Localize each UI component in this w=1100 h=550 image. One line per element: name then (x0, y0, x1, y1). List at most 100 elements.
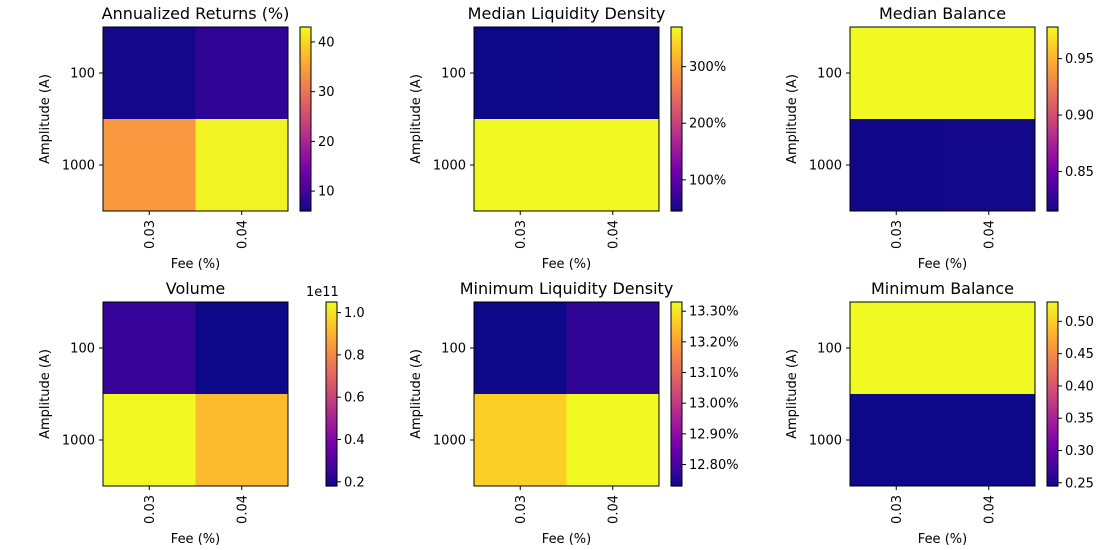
heatmap-cell (942, 302, 1036, 395)
colorbar-gradient-band (300, 29, 311, 33)
colorbar-gradient-band (300, 91, 311, 95)
colorbar-gradient-band (671, 306, 682, 310)
plot-frame (473, 301, 660, 487)
colorbar-gradient-band (671, 410, 682, 413)
y-axis-label: Amplitude (A) (38, 349, 53, 439)
colorbar-gradient-band (1047, 47, 1058, 51)
colorbar-gradient-band (671, 199, 682, 203)
y-tick-label: 1000 (809, 159, 842, 174)
x-axis-label: Fee (%) (171, 257, 220, 272)
colorbar-gradient-band (326, 449, 337, 453)
colorbar-gradient-band (671, 479, 682, 482)
colorbar-frame (670, 26, 683, 212)
colorbar-gradient-band (300, 155, 311, 159)
colorbar-gradient-band (300, 98, 311, 102)
colorbar-gradient-band (326, 368, 337, 372)
colorbar-gradient-band (326, 357, 337, 361)
colorbar-gradient-band (671, 467, 682, 471)
colorbar-gradient-band (671, 313, 682, 317)
colorbar-gradient-band (671, 421, 682, 425)
colorbar-gradient-band (1047, 417, 1058, 420)
colorbar-gradient-band (300, 197, 311, 201)
colorbar-gradient-band (1047, 128, 1058, 132)
colorbar: 0.85 0.90 0.95 (1046, 26, 1094, 212)
colorbar-gradient-band (1047, 33, 1058, 37)
colorbar-gradient-band (671, 428, 682, 432)
colorbar-gradient-band (671, 100, 682, 104)
colorbar-gradient-band (300, 146, 311, 150)
colorbar-gradient-band (1047, 410, 1058, 413)
colorbar-gradient-band (326, 306, 337, 310)
colorbar-gradient-band (671, 73, 682, 76)
colorbar-gradient-band (300, 171, 311, 175)
colorbar-gradient-band (671, 446, 682, 450)
colorbar-gradient-band (671, 380, 682, 384)
colorbar-gradient-band (300, 194, 311, 198)
colorbar: 0.25 0.30 0.35 0.40 0.45 0.50 (1046, 301, 1094, 491)
colorbar-gradient-band (1047, 162, 1058, 166)
colorbar-gradient-band (671, 322, 682, 326)
colorbar-gradient-band (300, 70, 311, 74)
colorbar-gradient-band (1047, 66, 1058, 69)
colorbar-gradient-band (300, 185, 311, 189)
colorbar-gradient-band (671, 165, 682, 168)
colorbar-gradient-band (671, 135, 682, 138)
colorbar-gradient-band (326, 302, 337, 305)
colorbar-gradient-band (671, 405, 682, 409)
colorbar-gradient-band (300, 137, 311, 141)
heatmap-cell (850, 119, 943, 212)
colorbar-gradient-band (326, 421, 337, 425)
colorbar-gradient-band (326, 407, 337, 411)
heatmap-cell (195, 394, 289, 487)
colorbar-gradient-band (671, 188, 682, 191)
colorbar-gradient-band (671, 325, 682, 328)
colorbar-gradient-band (1047, 444, 1058, 448)
colorbar-gradient-band (1047, 334, 1058, 338)
colorbar-gradient-band (326, 329, 337, 333)
colorbar-gradient-band (1047, 192, 1058, 196)
colorbar-gradient-band (1047, 77, 1058, 81)
colorbar-gradient-band (671, 75, 682, 79)
colorbar-gradient-band (671, 176, 682, 180)
colorbar-gradient-band (671, 77, 682, 81)
colorbar-gradient-band (671, 377, 682, 381)
colorbar-gradient-band (300, 125, 311, 129)
colorbar-gradient-band (671, 417, 682, 420)
colorbar-tick-label: 0.30 (1065, 444, 1094, 459)
colorbar-gradient-band (300, 79, 311, 83)
colorbar-gradient-band (671, 469, 682, 473)
colorbar-gradient-band (671, 102, 682, 106)
y-tick-label: 1000 (62, 159, 95, 174)
colorbar-gradient-band (671, 430, 682, 434)
colorbar-gradient-band (300, 116, 311, 120)
colorbar-gradient-band (1047, 130, 1058, 134)
heatmap-panel-5: Minimum Liquidity Density 100 1000 0.03 0.04… (409, 279, 739, 547)
colorbar-gradient-band (1047, 181, 1058, 184)
y-tick-label: 1000 (809, 434, 842, 449)
colorbar-gradient-band (1047, 31, 1058, 35)
colorbar-gradient-band (671, 178, 682, 182)
colorbar-gradient-band (1047, 190, 1058, 194)
colorbar-gradient-band (671, 54, 682, 58)
colorbar-gradient-band (300, 102, 311, 106)
colorbar-gradient-band (671, 412, 682, 416)
colorbar-gradient-band (326, 472, 337, 476)
heatmap-cell (195, 119, 289, 212)
colorbar-gradient-band (1047, 479, 1058, 482)
colorbar-gradient-band (1047, 456, 1058, 459)
heatmap-panel-6: Minimum Balance 100 1000 0.03 0.04 Fee (%) Amp… (785, 279, 1094, 547)
colorbar-gradient-band (671, 472, 682, 476)
colorbar-gradient-band (300, 31, 311, 35)
colorbar-gradient-band (671, 36, 682, 40)
colorbar-gradient-band (300, 36, 311, 40)
colorbar-gradient-band (1047, 178, 1058, 182)
colorbar-tick-label: 0.40 (1065, 379, 1094, 394)
y-tick-label: 1000 (433, 159, 466, 174)
colorbar-gradient-band (326, 444, 337, 448)
colorbar-gradient-band (300, 128, 311, 132)
colorbar-gradient-band (671, 458, 682, 462)
colorbar-gradient-band (671, 442, 682, 446)
colorbar-gradient-band (671, 348, 682, 351)
colorbar-gradient-band (671, 98, 682, 102)
colorbar-gradient-band (1047, 476, 1058, 480)
